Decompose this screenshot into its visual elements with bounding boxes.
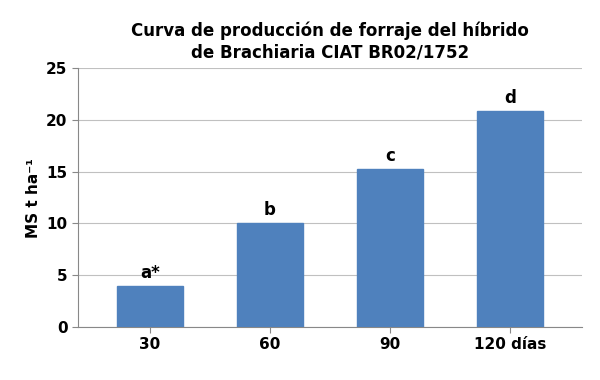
Bar	[237, 223, 303, 327]
Bar	[477, 111, 543, 327]
Text: a*: a*	[140, 264, 160, 282]
Title: Curva de producción de forraje del híbrido
de Brachiaria CIAT BR02/1752: Curva de producción de forraje del híbri…	[131, 22, 529, 61]
Text: d: d	[504, 89, 516, 107]
Y-axis label: MS t ha⁻¹: MS t ha⁻¹	[26, 158, 41, 238]
Bar	[357, 169, 423, 327]
Text: c: c	[385, 147, 395, 165]
Text: b: b	[264, 201, 276, 219]
Bar	[117, 287, 183, 327]
